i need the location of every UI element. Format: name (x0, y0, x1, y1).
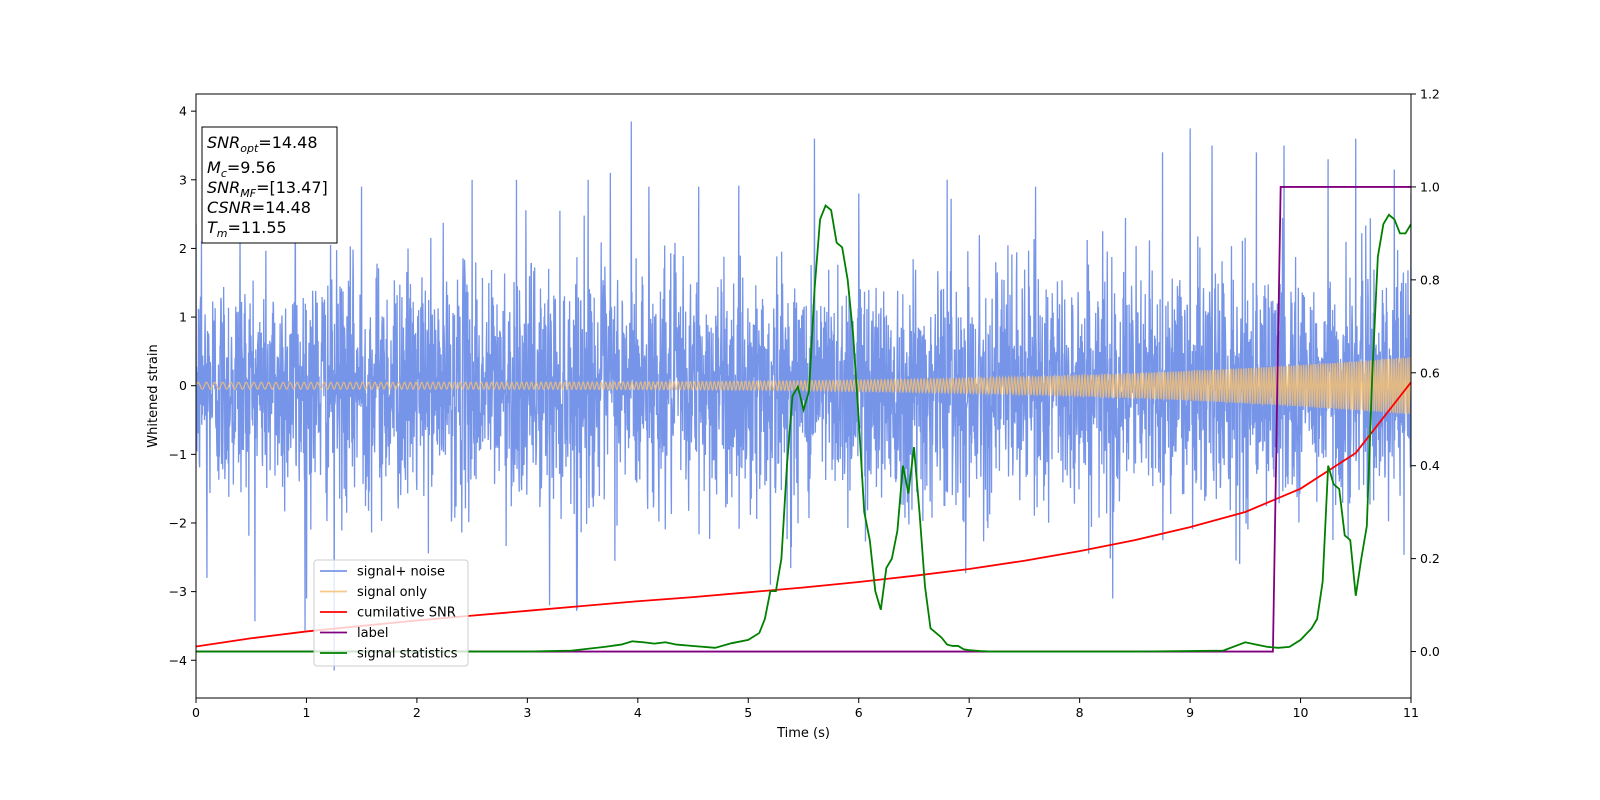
y-tick-label: −2 (169, 515, 187, 530)
csnr-text: CSNR=14.48 (207, 198, 311, 217)
x-tick-label: 1 (302, 705, 310, 720)
legend-label: label (357, 626, 388, 641)
plot-frame (195, 93, 1412, 699)
chirp-mass-text: Mc=9.56 (207, 158, 276, 180)
legend-label: signal+ noise (357, 565, 445, 580)
legend-label: signal only (357, 585, 427, 600)
x-axis-label: Time (s) (776, 726, 830, 741)
series-signal-only (196, 356, 1411, 415)
series-signal-noise (196, 121, 1411, 671)
x-tick-label: 0 (192, 705, 200, 720)
y2-tick-label: 0.4 (1420, 458, 1440, 473)
series-signal-statistics (196, 204, 1411, 653)
x-tick-label: 10 (1293, 705, 1309, 720)
y2-tick-label: 1.2 (1420, 87, 1440, 102)
legend-label: cumilative SNR (357, 606, 456, 621)
y-tick-label: −4 (169, 653, 187, 668)
legend: signal+ noise signal only cumilative SNR la… (313, 559, 469, 667)
merger-time-text: Tm=11.55 (207, 218, 287, 240)
y-tick-label: 4 (179, 104, 187, 119)
x-tick-label: 4 (634, 705, 642, 720)
x-tick-label: 11 (1403, 705, 1419, 720)
stats-annotation: SNRopt=14.48 Mc=9.56 SNRMF=[13.47] CSNR=… (201, 126, 338, 244)
y2-tick-label: 0.0 (1420, 644, 1440, 659)
legend-label: signal statistics (357, 647, 458, 662)
snr-mf-text: SNRMF=[13.47] (207, 178, 328, 200)
x-tick-label: 6 (855, 705, 863, 720)
axes: 0 1 2 3 4 5 6 7 8 9 10 1143210−1−2−3−41.21.00.80.60… (169, 87, 1440, 721)
y-tick-label: 3 (179, 172, 187, 187)
x-tick-label: 2 (413, 705, 421, 720)
x-tick-label: 5 (744, 705, 752, 720)
y-axis-label: Whitened strain (146, 344, 161, 447)
y2-tick-label: 1.0 (1420, 179, 1440, 194)
y2-tick-label: 0.2 (1420, 551, 1440, 566)
y-tick-label: −3 (169, 584, 187, 599)
y-tick-label: 2 (179, 241, 187, 256)
y2-tick-label: 0.8 (1420, 272, 1440, 287)
x-tick-label: 8 (1076, 705, 1084, 720)
x-tick-label: 7 (965, 705, 973, 720)
x-tick-label: 9 (1186, 705, 1194, 720)
y-tick-label: −1 (169, 447, 187, 462)
y2-tick-label: 0.6 (1420, 365, 1440, 380)
y-tick-label: 1 (179, 310, 187, 325)
snr-opt-text: SNRopt=14.48 (207, 133, 318, 155)
series-label (196, 186, 1411, 653)
x-tick-label: 3 (523, 705, 531, 720)
legend-box (313, 559, 469, 667)
y-tick-label: 0 (179, 378, 187, 393)
